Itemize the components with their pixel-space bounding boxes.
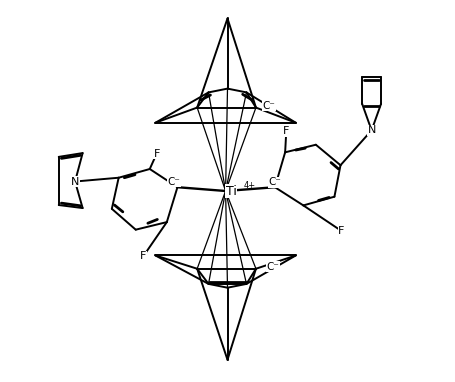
Text: F: F — [153, 149, 160, 159]
Text: C⁻: C⁻ — [268, 177, 281, 187]
Text: Ti: Ti — [226, 185, 237, 197]
Text: C⁻: C⁻ — [267, 262, 279, 272]
Text: F: F — [338, 226, 344, 236]
Text: C⁻: C⁻ — [263, 101, 276, 111]
Text: F: F — [140, 251, 147, 261]
Text: N: N — [368, 125, 376, 135]
Text: C⁻: C⁻ — [167, 176, 180, 186]
Text: 4+: 4+ — [244, 181, 256, 190]
Text: F: F — [283, 126, 289, 136]
Text: N: N — [71, 176, 79, 186]
